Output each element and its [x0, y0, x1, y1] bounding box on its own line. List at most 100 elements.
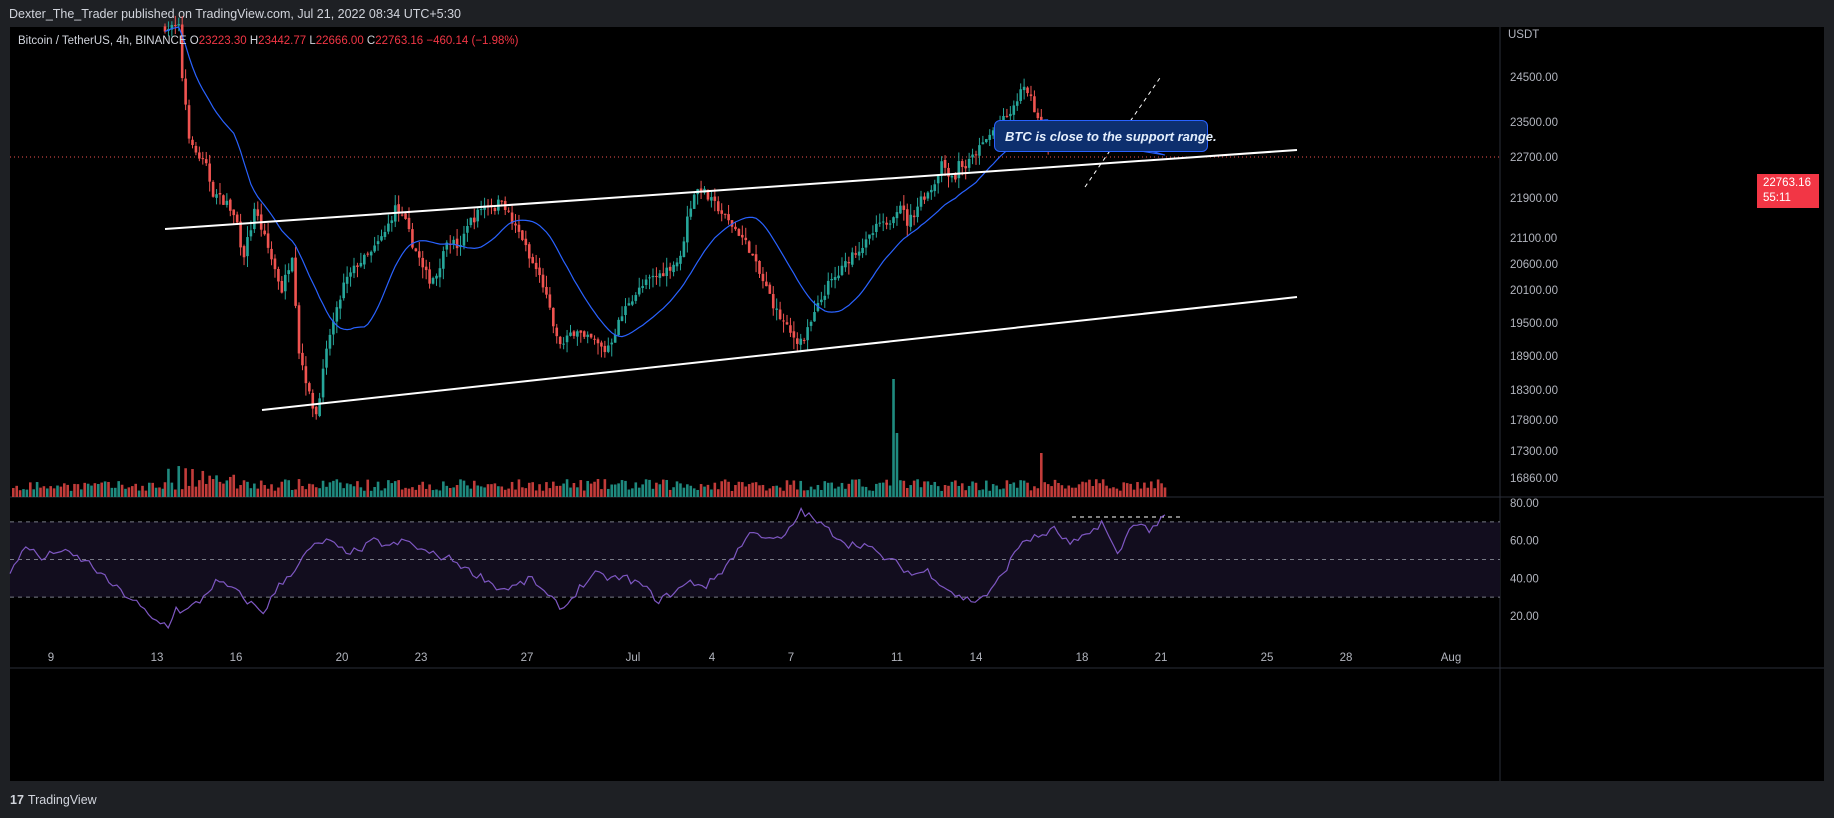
- candle-body: [806, 327, 809, 341]
- volume-bar: [967, 485, 971, 497]
- tradingview-logo-icon: 17: [10, 793, 24, 807]
- volume-bar: [730, 490, 734, 497]
- candle-body: [782, 320, 785, 322]
- volume-bar: [761, 484, 765, 497]
- volume-bar: [1015, 487, 1019, 497]
- volume-bar: [177, 466, 181, 497]
- candle-body: [335, 307, 339, 322]
- candle-body: [318, 398, 321, 416]
- candle-body: [424, 266, 428, 271]
- volume-bar: [266, 488, 270, 497]
- volume-bar: [1136, 482, 1139, 497]
- volume-bar: [421, 481, 425, 497]
- volume-bar: [1094, 479, 1098, 497]
- volume-bar: [816, 484, 820, 497]
- candle-body: [552, 307, 555, 327]
- volume-bar: [455, 485, 459, 497]
- volume-bar: [613, 484, 617, 497]
- volume-bar: [280, 481, 284, 497]
- candle-body: [991, 130, 995, 136]
- volume-bar: [390, 483, 394, 497]
- volume-bar: [424, 488, 428, 497]
- volume-bar: [672, 487, 675, 497]
- volume-bar: [1067, 485, 1071, 497]
- volume-bar: [1098, 483, 1102, 497]
- candle-body: [885, 222, 888, 225]
- tradingview-logo[interactable]: 17 TradingView: [10, 793, 97, 807]
- candle-body: [294, 257, 297, 306]
- volume-bar: [431, 490, 435, 497]
- last-price-value: 22763.16: [1763, 177, 1811, 189]
- candle-body: [249, 230, 253, 237]
- candle-body: [943, 159, 947, 168]
- candle-body: [600, 342, 603, 347]
- candle-body: [390, 220, 394, 224]
- candle-body: [634, 295, 638, 301]
- volume-bar: [895, 433, 899, 497]
- volume-bar: [180, 489, 184, 497]
- volume-bar: [201, 470, 205, 497]
- volume-bar: [871, 490, 875, 497]
- price-tick-label: 18900.00: [1510, 351, 1558, 363]
- candle-body: [534, 262, 538, 270]
- volume-bar: [940, 490, 943, 497]
- ma-layer: [164, 26, 1049, 338]
- volume-bar: [531, 482, 534, 497]
- volume-bar: [765, 490, 768, 497]
- candle-body: [569, 332, 572, 336]
- candle-body: [606, 345, 610, 352]
- candle-body: [225, 200, 229, 205]
- volume-bar: [905, 487, 909, 497]
- volume-bar: [899, 480, 902, 497]
- volume-bar: [63, 483, 66, 497]
- brand-name: TradingView: [27, 793, 97, 807]
- volume-bar: [988, 490, 992, 497]
- time-tick-label: 14: [970, 652, 983, 664]
- candle-body: [912, 215, 916, 218]
- candle-body: [596, 339, 600, 344]
- volume-bar: [127, 487, 131, 497]
- volume-bar: [1122, 482, 1126, 497]
- last-price-tag: 22763.16 55:11: [1757, 174, 1819, 208]
- volume-bar: [627, 489, 631, 497]
- candle-body: [627, 303, 631, 306]
- volume-bar: [1026, 482, 1029, 497]
- volume-bar: [1009, 483, 1012, 497]
- candle-body: [582, 331, 586, 337]
- volume-bar: [490, 484, 493, 497]
- time-tick-label: 9: [48, 652, 54, 664]
- volume-bar: [338, 482, 342, 497]
- volume-bar: [1160, 483, 1163, 497]
- volume-bar: [868, 490, 871, 497]
- volume-bar: [651, 488, 655, 497]
- candle-body: [899, 205, 902, 214]
- candle-body: [1015, 101, 1019, 106]
- volume-bar: [479, 486, 483, 497]
- candle-body: [308, 383, 311, 392]
- volume-bar: [308, 483, 311, 497]
- volume-bar: [1125, 483, 1129, 497]
- volume-bar: [1053, 479, 1057, 497]
- candle-body: [562, 343, 565, 345]
- candle-body: [297, 305, 301, 354]
- volume-bar: [641, 484, 644, 497]
- volume-bar: [826, 482, 830, 497]
- volume-bar: [134, 483, 137, 497]
- volume-bar: [1088, 479, 1091, 497]
- time-tick-label: 28: [1340, 652, 1353, 664]
- volume-bar: [686, 484, 689, 497]
- candle-body: [397, 204, 400, 214]
- candle-body: [438, 268, 442, 278]
- volume-bar: [909, 485, 913, 497]
- volume-bar: [1101, 479, 1105, 497]
- candle-body: [204, 159, 208, 164]
- candle-body: [964, 166, 967, 169]
- volume-bar: [294, 489, 297, 497]
- volume-bar: [318, 488, 321, 497]
- volume-bar: [204, 483, 208, 497]
- legend-open-label: O: [189, 35, 199, 47]
- volume-bar: [359, 487, 363, 497]
- rsi-bg-layer: [10, 521, 1500, 598]
- annotation-callout[interactable]: BTC is close to the support range.: [994, 120, 1217, 152]
